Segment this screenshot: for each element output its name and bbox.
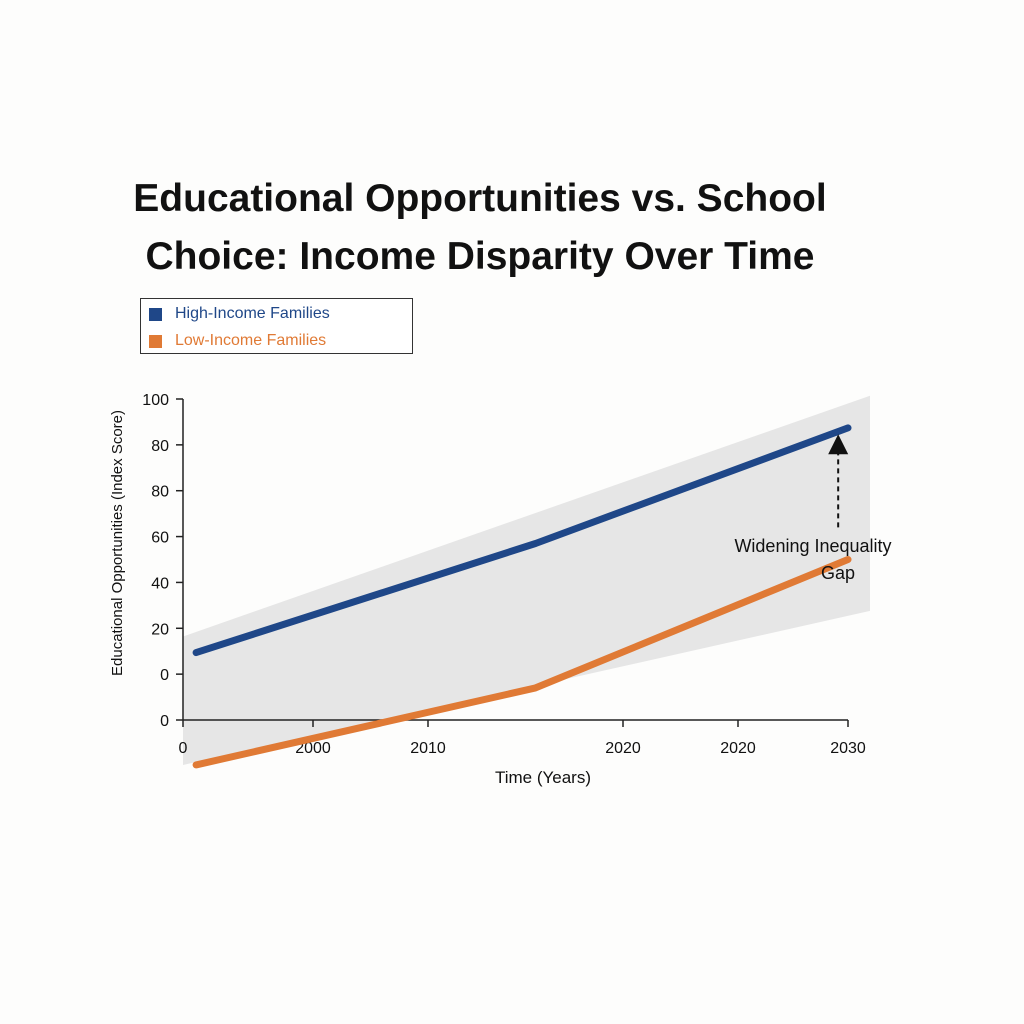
- series-point-high-income-families: [533, 541, 537, 545]
- x-tick-label: 2010: [410, 740, 446, 757]
- y-tick-label: 80: [151, 438, 169, 455]
- series-point-low-income-families: [846, 558, 850, 561]
- y-tick-label: 0: [160, 713, 169, 730]
- series-layer: [192, 424, 852, 769]
- legend-swatch-high-income: [149, 307, 162, 321]
- legend-label-high-income: High-Income Families: [175, 305, 330, 322]
- x-axis-label: Time (Years): [495, 768, 591, 787]
- x-tick-label: 2000: [295, 740, 331, 757]
- x-tick-label: 0: [179, 740, 188, 757]
- legend-label-low-income: Low-Income Families: [175, 332, 327, 349]
- series-point-high-income-families: [194, 651, 198, 655]
- y-tick-label: 20: [151, 621, 169, 638]
- y-tick-label: 0: [160, 667, 169, 684]
- legend: High-Income Families Low-Income Families: [140, 298, 413, 354]
- legend-item-high-income: High-Income Families: [149, 304, 330, 324]
- annotation-layer: Widening Inequality Gap: [734, 434, 892, 583]
- series-point-high-income-families: [846, 426, 850, 430]
- chart-title-line-1: Educational Opportunities vs. School: [133, 177, 827, 220]
- series-point-low-income-families: [194, 763, 198, 767]
- y-tick-label: 100: [142, 392, 169, 409]
- y-tick-label: 40: [151, 575, 169, 592]
- annotation-arrowhead: [828, 434, 849, 455]
- x-tick-label: 2020: [605, 740, 641, 757]
- chart-title-line-2: Choice: Income Disparity Over Time: [145, 235, 815, 278]
- legend-item-low-income: Low-Income Families: [149, 331, 326, 351]
- band-layer: [183, 395, 870, 765]
- y-tick-label: 80: [151, 484, 169, 501]
- annotation-label: Gap: [821, 563, 855, 583]
- x-tick-label: 2020: [720, 740, 756, 757]
- y-axis-label: Educational Opportunities (Index Score): [109, 410, 126, 676]
- y-tick-label: 60: [151, 530, 169, 547]
- chart-title: Educational Opportunities vs. School Cho…: [100, 170, 860, 286]
- annotation-label: Widening Inequality: [734, 536, 891, 556]
- legend-swatch-low-income: [149, 334, 162, 348]
- shaded-gap-band: [183, 395, 870, 765]
- x-tick-label: 2030: [830, 740, 866, 757]
- series-point-low-income-families: [533, 686, 537, 690]
